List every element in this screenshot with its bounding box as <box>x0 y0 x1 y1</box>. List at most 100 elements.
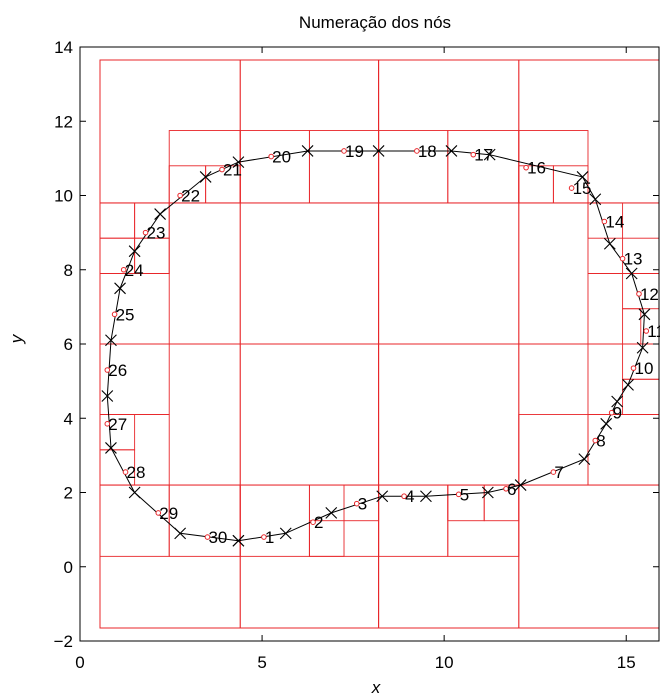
vertex-cross <box>638 308 651 321</box>
node-marker <box>401 493 407 500</box>
node-label: 3 <box>358 495 367 514</box>
vertex-cross <box>445 145 458 157</box>
x-tick-label: 0 <box>75 653 84 672</box>
quadtree-cell <box>343 484 380 522</box>
quadtree-cell <box>552 165 589 204</box>
node-marker <box>523 164 529 171</box>
node-marker <box>310 519 316 526</box>
node-marker <box>568 185 575 191</box>
y-tick-label: 6 <box>64 335 73 354</box>
node-label: 15 <box>573 179 592 198</box>
node-label: 17 <box>474 146 493 165</box>
node-marker <box>550 469 557 475</box>
node-label: 20 <box>272 148 291 167</box>
y-tick-label: 14 <box>54 38 73 57</box>
vertex-cross <box>232 534 245 547</box>
node-label: 11 <box>647 322 660 341</box>
vertex-cross <box>514 479 527 491</box>
x-tick-label: 10 <box>435 653 454 672</box>
node-label: 6 <box>507 480 516 499</box>
curve-line <box>106 150 645 542</box>
vertex-cross <box>105 334 117 347</box>
quadtree-cell <box>308 520 345 557</box>
node-marker <box>619 255 626 262</box>
vertex-cross <box>600 417 613 430</box>
node-label: 4 <box>405 487 414 506</box>
y-tick-label: 8 <box>64 261 73 280</box>
quadtree-cell <box>483 484 520 522</box>
node-label: 16 <box>527 159 546 178</box>
y-axis-label: y <box>7 333 26 344</box>
node-label: 10 <box>635 359 654 378</box>
node-marker <box>414 148 420 154</box>
vertex-cross <box>611 395 624 408</box>
node-marker <box>261 534 267 540</box>
node-marker <box>636 291 642 297</box>
vertex-cross <box>128 486 141 499</box>
node-label: 2 <box>314 513 323 532</box>
vertex-cross <box>622 378 634 391</box>
node-label: 1 <box>265 528 274 547</box>
node-label: 23 <box>147 224 166 243</box>
y-tick-label: 10 <box>54 187 73 206</box>
node-label: 8 <box>596 432 605 451</box>
node-marker <box>608 409 615 416</box>
node-marker <box>503 485 509 492</box>
node-label: 30 <box>208 528 227 547</box>
vertex-cross <box>199 171 212 183</box>
node-label: 25 <box>116 305 135 324</box>
vertex-cross <box>420 490 432 503</box>
node-markers: 1234567891011121314151617181920212223242… <box>104 142 660 547</box>
vertex-cross <box>128 245 141 258</box>
node-marker <box>470 151 477 158</box>
node-marker <box>120 266 127 273</box>
node-label: 18 <box>418 142 437 161</box>
node-label: 22 <box>181 187 200 206</box>
x-tick-label: 15 <box>617 653 636 672</box>
vertex-cross <box>483 148 496 161</box>
node-marker <box>155 510 162 516</box>
vertex-cross <box>376 490 389 503</box>
vertex-cross <box>279 527 292 540</box>
vertex-cross <box>625 267 638 280</box>
y-tick-label: 12 <box>54 112 73 131</box>
quadtree-cell <box>134 202 170 239</box>
node-label: 27 <box>108 415 127 434</box>
vertex-cross <box>578 453 591 465</box>
node-label: 24 <box>125 261 144 280</box>
quadtree-cell <box>205 165 241 204</box>
x-axis-label: x <box>371 678 381 697</box>
vertex-cross <box>105 442 117 454</box>
y-tick-label: −2 <box>54 632 73 651</box>
vertex-cross <box>636 341 649 354</box>
node-marker <box>268 153 274 160</box>
node-label: 12 <box>640 285 659 304</box>
vertex-cross <box>114 282 126 295</box>
x-tick-label: 5 <box>257 653 266 672</box>
node-marker <box>104 367 111 373</box>
chart-title: Numeração dos nós <box>299 13 451 32</box>
node-marker <box>177 192 183 199</box>
vertex-cross <box>232 156 245 168</box>
boundary-curve <box>101 145 651 547</box>
node-marker <box>111 311 118 318</box>
y-tick-label: 4 <box>64 409 73 428</box>
node-marker <box>592 437 599 444</box>
vertex-cross <box>603 237 616 250</box>
node-marker <box>601 218 608 225</box>
node-label: 13 <box>624 250 643 269</box>
node-marker <box>204 534 211 540</box>
node-label: 28 <box>127 463 146 482</box>
node-label: 14 <box>605 212 624 231</box>
vertex-cross <box>372 145 385 157</box>
vertex-cross <box>174 527 187 540</box>
node-label: 5 <box>460 485 469 504</box>
y-tick-label: 0 <box>64 558 73 577</box>
node-label: 7 <box>554 463 563 482</box>
node-marker <box>341 148 347 154</box>
node-marker <box>630 365 637 371</box>
vertex-cross <box>101 390 114 402</box>
